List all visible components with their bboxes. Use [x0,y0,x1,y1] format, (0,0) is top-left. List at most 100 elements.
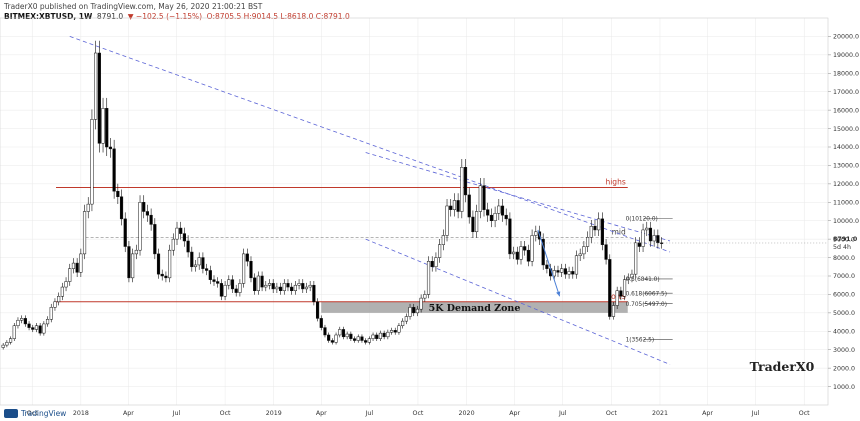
candle-body [153,224,157,255]
symbol[interactable]: BITMEX:XBTUSD, 1W [4,12,93,21]
candle-body [216,281,220,284]
candle-body [349,333,353,339]
trendlines [69,36,671,365]
x-tick-label: Oct [413,410,424,417]
candle-body [611,305,616,317]
candle-body [245,253,249,262]
candle-body [142,202,146,212]
candle-body [622,279,627,297]
published-line: TraderX0 published on TradingView.com, M… [4,2,263,11]
candle-body [415,308,420,314]
candle-body [31,327,35,330]
candle-body [604,244,608,260]
countdown-label: 5d 4h [833,244,851,251]
ohlc-values: O:8705.5 H:9014.5 L:8618.0 C:8791.0 [206,12,350,21]
x-tick-label: Jul [172,410,181,417]
candle-body [127,246,131,279]
tradingview-footer[interactable]: TradingView [4,409,66,418]
candle-body [519,246,523,260]
candle-body [430,261,434,268]
candle-body [94,52,98,120]
candle-body [345,333,349,338]
candle-body [105,108,109,148]
candle-body [582,246,586,255]
candle-body [168,249,172,279]
y-tick-label: 16000.0 [833,107,859,114]
candle-body [53,301,57,308]
candle-body [212,279,216,282]
projection-arrow [537,229,561,297]
candle-body [97,52,101,144]
x-tick-label: Apr [316,410,327,417]
candle-body [42,323,46,334]
demand-zone-label: 5K Demand Zone [429,303,521,314]
demand-zone-box [321,301,628,313]
candle-body [567,271,571,275]
candle-body [116,190,120,198]
candle-body [193,264,198,268]
footer-brand: TradingView [21,409,67,418]
candle-body [523,246,527,251]
candle-body [197,257,201,266]
x-tick-label: Apr [509,410,520,417]
x-tick-label: Apr [123,410,134,417]
candle-body [493,213,497,221]
candle-body [634,242,638,275]
candle-body [445,205,449,236]
y-tick-label: 7000.0 [833,273,855,280]
candle-body [641,229,645,247]
x-tick-label: Oct [220,410,231,417]
candle-body [401,320,405,327]
candle-body [441,235,445,245]
y-tick-label: 2000.0 [833,365,855,372]
candle-body [27,323,31,328]
candle-body [371,334,375,339]
candle-body [512,251,516,255]
price-axis[interactable]: 1000.0 2000.0 3000.0 4000.0 5000.0 6000.0 7000… [543,34,859,391]
candle-body [8,338,13,343]
candle-body [534,231,538,236]
candle-body [271,283,275,290]
candle-body [275,286,279,290]
candle-body [5,342,9,346]
candle-body [404,316,408,322]
candle-body [38,325,42,334]
candle-body [138,202,142,251]
y-tick-label: 1000.0 [833,384,855,391]
tradingview-logo-icon [4,409,18,418]
candle-body [12,325,16,339]
candle-body [364,340,368,343]
x-tick-label: Oct [27,410,38,417]
candle-body [475,211,479,233]
candle-body [315,301,320,319]
candle-body [626,277,630,280]
candle-body [637,242,641,247]
candle-body [45,319,50,325]
candle-body [249,261,253,279]
y-tick-label: 19000.0 [833,52,859,59]
y-tick-label: 18000.0 [833,70,859,77]
candle-body [656,235,660,244]
candle-body [500,205,505,216]
candle-body [86,203,90,212]
time-axis[interactable]: Oct 2018 Apr Jul Oct 2019 Apr Jul Oct 2020 Apr Jul O… [27,410,810,417]
candle-body [208,270,212,280]
candle-body [545,264,549,269]
candle-body [367,338,371,343]
candle-body [64,281,68,288]
candle-body [571,271,575,275]
candle-body [438,244,442,258]
candle-body [585,237,590,247]
candle-body [234,288,238,293]
candle-body [552,270,556,277]
y-tick-label: 4000.0 [833,328,855,335]
candle-body [160,273,164,277]
candle-body [57,296,61,303]
candle-body [290,286,294,291]
candle-body [134,249,138,255]
candle-body [645,227,649,231]
candle-body [205,268,209,271]
candle-body [541,238,545,266]
candle-body [382,332,386,338]
